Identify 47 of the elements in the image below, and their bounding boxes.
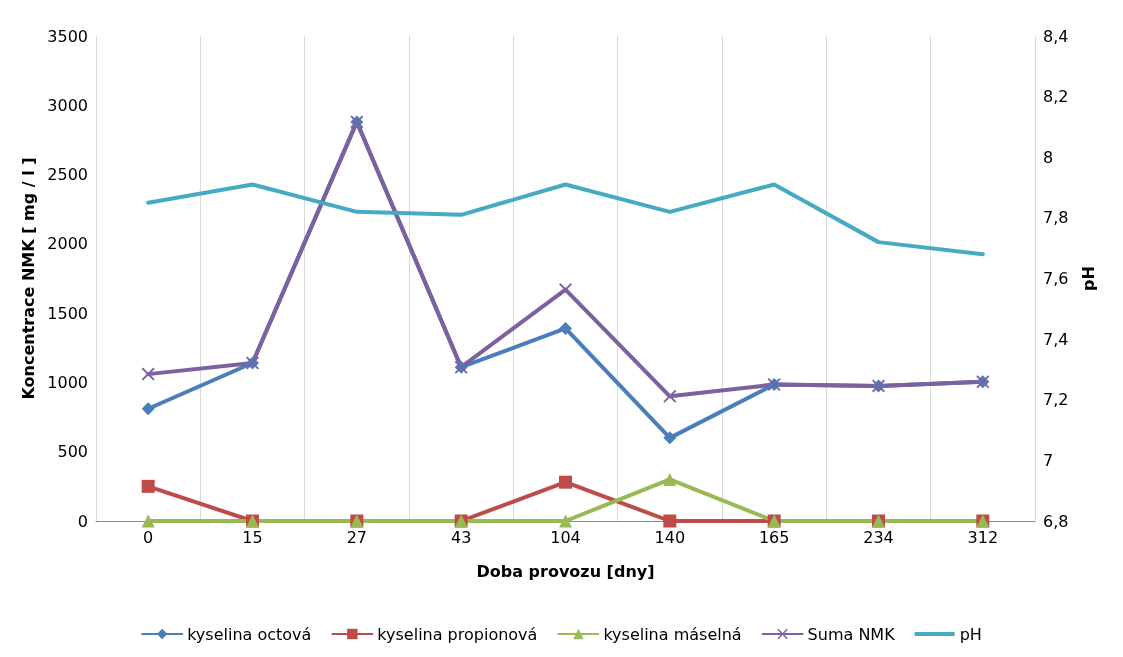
y2-tick-label: 7,6 — [1043, 269, 1069, 288]
y-tick-label: 1500 — [47, 303, 88, 323]
x-tick-label: 43 — [450, 527, 472, 547]
x-tick-label: 140 — [654, 527, 686, 547]
x-tick-label: 0 — [143, 527, 154, 547]
y2-tick-label: 7 — [1043, 450, 1054, 470]
y2-tick-label: 8,4 — [1043, 26, 1069, 46]
point — [663, 431, 677, 445]
y-tick-label: 3000 — [47, 95, 88, 115]
y2-tick-label: 7,8 — [1043, 208, 1069, 228]
point — [559, 321, 572, 335]
point — [559, 514, 572, 528]
legend-label: kyselina máselná — [603, 624, 742, 644]
legend-label: pH — [959, 624, 982, 644]
point — [141, 514, 155, 528]
x-tick-label: 165 — [758, 527, 790, 547]
y-axis-title: Koncentrace NMK [ mg / l ] — [18, 157, 38, 400]
x-axis-title: Doba provozu [dny] — [476, 561, 655, 581]
point — [141, 402, 155, 416]
point — [663, 472, 677, 486]
y2-tick-label: 8 — [1043, 147, 1054, 167]
y2-axis-title: pH — [1078, 266, 1098, 291]
x-tick-label: 15 — [242, 527, 263, 547]
line-series — [146, 182, 985, 257]
point — [559, 475, 572, 489]
legend-label: kyselina octová — [187, 624, 312, 644]
point — [141, 479, 155, 493]
y-tick-label: 0 — [77, 511, 88, 531]
y2-tick-label: 8,2 — [1043, 87, 1069, 107]
y2-tick-label: 7,2 — [1043, 390, 1069, 410]
y2-tick-label: 6,8 — [1043, 511, 1069, 531]
y-tick-label: 1000 — [47, 372, 88, 392]
y-tick-label: 500 — [57, 442, 88, 462]
y-tick-label: 3500 — [47, 26, 88, 46]
y-tick-label: 2000 — [47, 234, 88, 254]
legend-label: kyselina propionová — [377, 624, 538, 644]
point — [663, 389, 677, 403]
x-tick-label: 27 — [346, 527, 368, 547]
point — [141, 367, 155, 381]
point — [663, 514, 677, 528]
legend-label: Suma NMK — [807, 624, 896, 644]
y-tick-label: 2500 — [47, 165, 88, 185]
x-tick-label: 234 — [863, 527, 894, 547]
y2-tick-label: 7,4 — [1043, 329, 1069, 349]
point — [559, 283, 572, 297]
x-tick-label: 312 — [967, 527, 999, 547]
x-tick-label: 104 — [550, 527, 581, 547]
